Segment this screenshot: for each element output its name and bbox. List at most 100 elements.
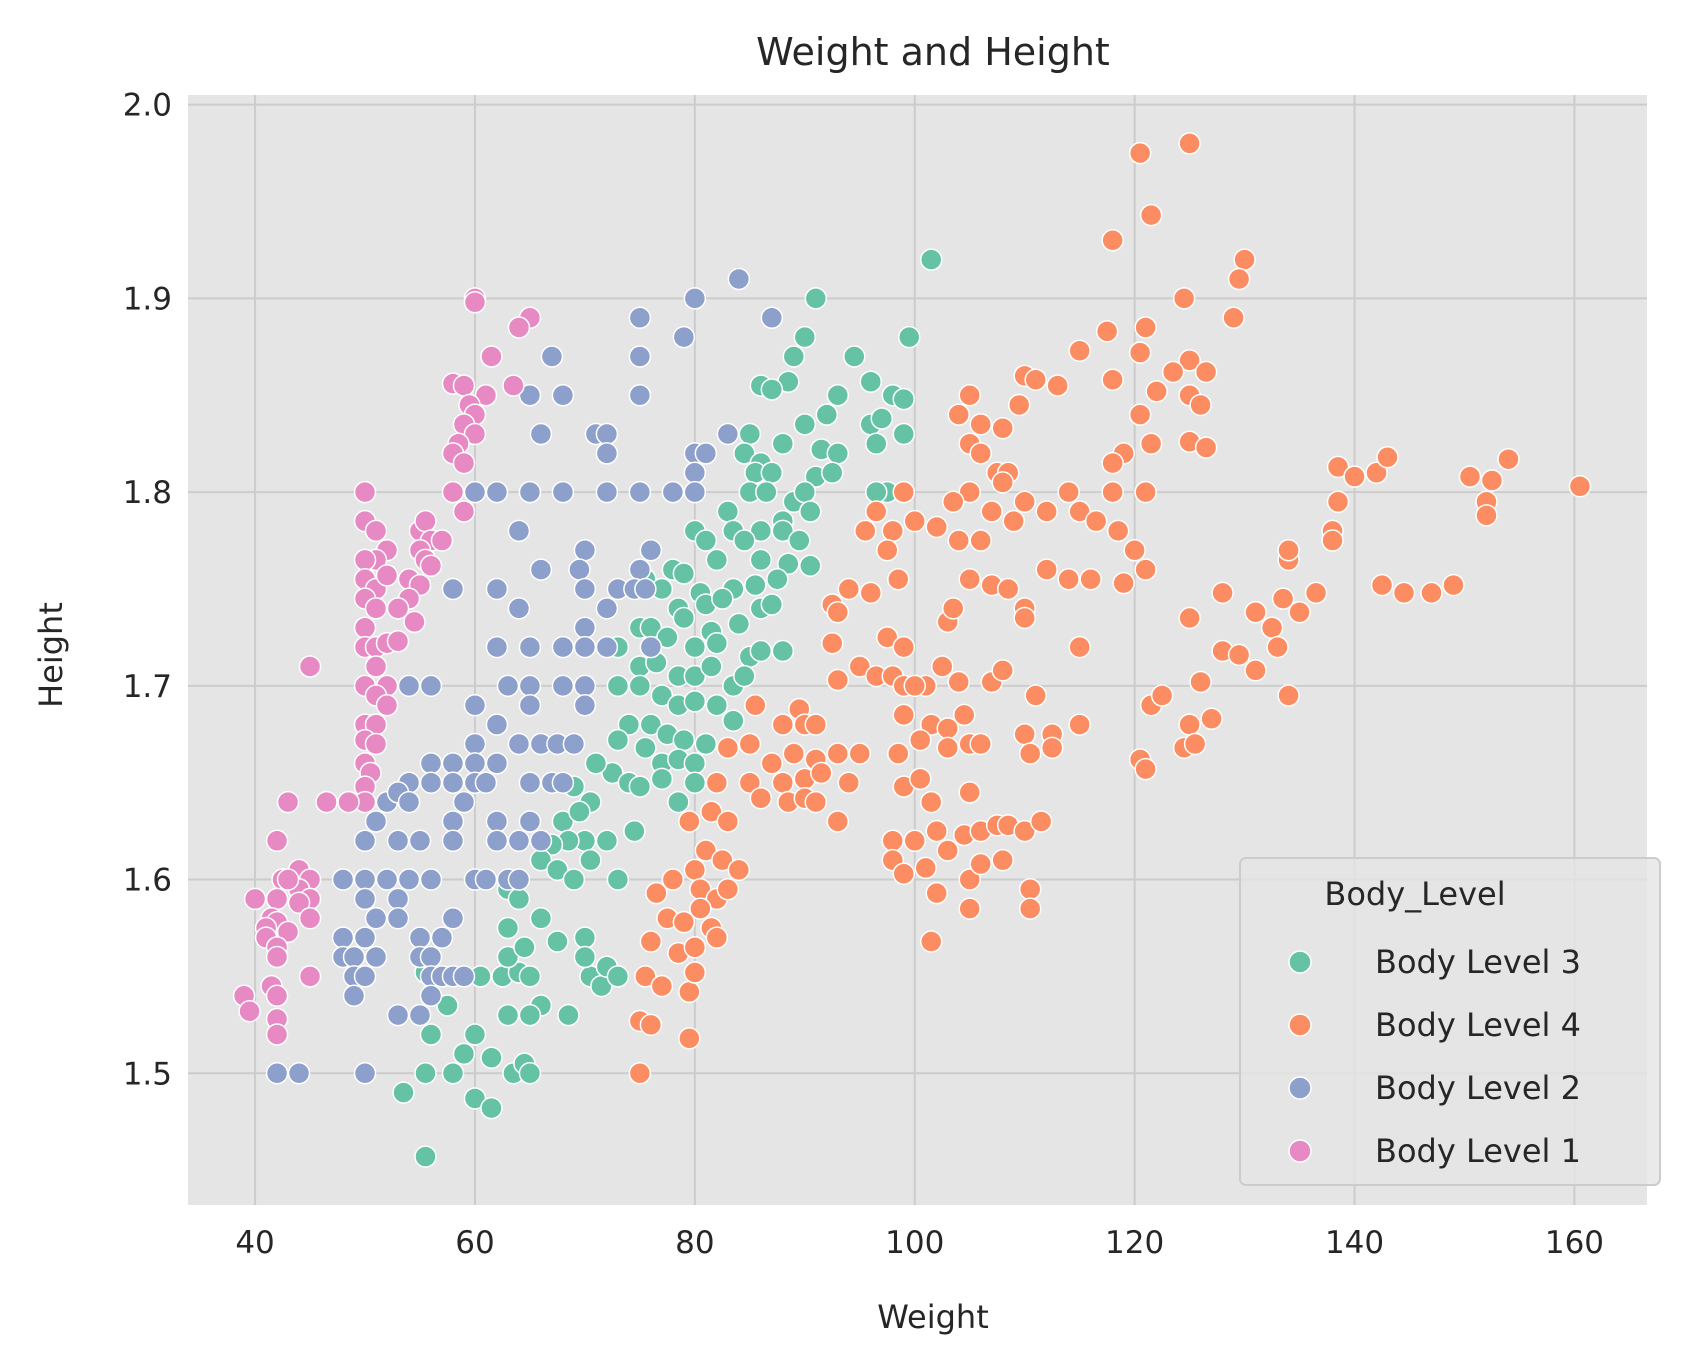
point-body-level-3	[606, 674, 630, 698]
point-body-level-4	[1106, 519, 1130, 543]
point-body-level-2	[518, 810, 542, 833]
point-body-level-2	[353, 887, 377, 911]
point-body-level-4	[738, 732, 762, 756]
point-body-level-3	[749, 548, 773, 572]
point-body-level-4	[804, 790, 828, 814]
point-body-level-3	[562, 868, 586, 891]
point-body-level-3	[788, 529, 811, 552]
point-body-level-2	[595, 480, 619, 504]
point-body-level-4	[694, 839, 718, 862]
point-body-level-1	[403, 610, 426, 634]
point-body-level-4	[826, 668, 850, 692]
point-body-level-4	[1101, 480, 1124, 504]
chart-title: Weight and Height	[756, 30, 1110, 74]
point-body-level-2	[518, 674, 542, 698]
point-body-level-3	[463, 1087, 487, 1110]
point-body-level-1	[243, 887, 267, 911]
point-body-level-4	[821, 631, 844, 655]
point-body-level-4	[991, 416, 1014, 440]
y-axis-label: Height	[32, 602, 70, 708]
x-tick-label: 40	[235, 1225, 274, 1261]
point-body-level-4	[887, 742, 910, 765]
point-body-level-4	[941, 490, 965, 514]
point-body-level-2	[463, 480, 487, 504]
point-body-level-2	[386, 887, 410, 911]
point-body-level-3	[628, 674, 652, 698]
point-body-level-4	[958, 568, 981, 591]
legend-label: Body Level 1	[1375, 1132, 1581, 1170]
point-body-level-2	[375, 868, 399, 891]
point-body-level-2	[441, 577, 465, 601]
point-body-level-4	[1134, 558, 1157, 581]
point-body-level-2	[386, 907, 410, 930]
point-body-level-3	[392, 1081, 415, 1104]
point-body-level-4	[727, 858, 751, 882]
point-body-level-4	[936, 736, 959, 760]
point-body-level-3	[557, 1003, 580, 1027]
point-body-level-4	[678, 980, 701, 1004]
point-body-level-4	[1068, 713, 1091, 736]
point-body-level-1	[353, 548, 377, 572]
point-body-level-2	[507, 597, 531, 620]
point-body-level-4	[689, 897, 712, 920]
point-body-level-1	[364, 655, 388, 678]
point-body-level-3	[656, 626, 679, 649]
point-body-level-4	[969, 529, 992, 552]
point-body-level-1	[502, 374, 525, 397]
series-body-level-2	[265, 267, 784, 1085]
point-body-level-4	[969, 852, 992, 876]
point-body-level-3	[793, 413, 817, 436]
point-body-level-3	[760, 461, 784, 484]
point-body-level-4	[678, 810, 701, 833]
point-body-level-1	[353, 616, 377, 639]
point-body-level-2	[518, 635, 542, 659]
point-body-level-3	[414, 1062, 437, 1085]
point-body-level-4	[1568, 475, 1592, 498]
point-body-level-3	[826, 442, 850, 465]
point-body-level-4	[716, 736, 740, 760]
point-body-level-2	[441, 752, 465, 775]
point-body-level-4	[678, 1027, 701, 1050]
y-tick-label: 1.9	[123, 281, 172, 317]
point-body-level-2	[628, 384, 652, 407]
point-body-level-4	[1277, 538, 1300, 562]
point-body-level-2	[683, 480, 707, 504]
point-body-level-2	[452, 965, 476, 988]
point-body-level-4	[1392, 581, 1416, 605]
point-body-level-4	[1035, 558, 1058, 581]
point-body-level-4	[1271, 587, 1295, 610]
point-body-level-2	[430, 926, 454, 949]
point-body-level-3	[733, 664, 756, 688]
point-body-level-4	[1145, 380, 1168, 403]
point-body-level-4	[991, 659, 1014, 682]
point-body-level-3	[463, 1023, 487, 1046]
point-body-level-4	[1277, 684, 1300, 707]
point-body-level-4	[1123, 538, 1146, 562]
point-body-level-1	[265, 1023, 289, 1046]
point-body-level-4	[1321, 529, 1344, 552]
point-body-level-3	[601, 761, 624, 785]
point-body-level-3	[496, 916, 520, 940]
point-body-level-2	[628, 306, 652, 330]
x-tick-label: 120	[1105, 1225, 1164, 1261]
point-body-level-1	[265, 887, 289, 911]
point-body-level-1	[474, 384, 498, 407]
point-body-level-3	[573, 926, 597, 949]
point-body-level-2	[342, 984, 366, 1008]
point-body-level-2	[518, 771, 542, 794]
point-body-level-3	[766, 568, 789, 591]
point-body-level-3	[804, 287, 828, 310]
point-body-level-2	[518, 693, 542, 717]
point-body-level-4	[1211, 581, 1234, 605]
point-body-level-4	[837, 771, 861, 794]
point-body-level-3	[650, 767, 674, 791]
point-body-level-4	[1189, 670, 1212, 694]
point-body-level-2	[485, 713, 509, 736]
point-body-level-3	[683, 771, 707, 794]
point-body-level-4	[683, 936, 707, 959]
point-body-level-4	[947, 403, 970, 426]
point-body-level-1	[463, 422, 487, 446]
point-body-level-3	[727, 612, 751, 636]
point-body-level-1	[364, 519, 388, 543]
y-tick-labels: 1.5 1.6 1.7 1.8 1.9 2.0	[123, 88, 172, 1093]
